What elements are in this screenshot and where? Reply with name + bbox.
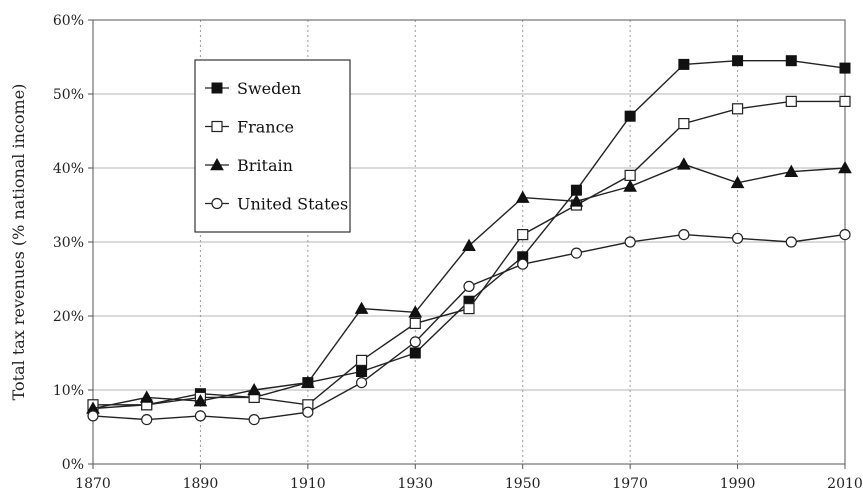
- data-point-united-states: [463, 280, 475, 292]
- data-point-united-states: [194, 410, 207, 422]
- data-point-sweden: [678, 58, 690, 70]
- y-axis-ticks: 0% 10% 20% 30% 40% 50% 60%: [53, 13, 93, 473]
- data-point-france: [463, 303, 475, 315]
- data-point-sweden: [785, 55, 797, 67]
- data-point-france: [517, 229, 529, 241]
- legend-label: United States: [237, 195, 348, 214]
- x-tick-label: 1910: [290, 476, 326, 492]
- legend-swatch-marker: [210, 157, 224, 171]
- legend-item-united-states: United States: [205, 195, 348, 214]
- data-point-sweden: [732, 55, 744, 67]
- x-axis-ticks: 1870 1890 1910 1930 1950 1970 1990 2010: [75, 464, 863, 492]
- x-tick-label: 1870: [75, 476, 111, 492]
- x-tick-label: 2010: [827, 476, 863, 492]
- y-tick-label: 40%: [53, 161, 84, 177]
- data-point-france: [731, 103, 744, 115]
- data-point-united-states: [302, 406, 314, 418]
- data-point-britain: [838, 160, 852, 174]
- data-point-britain: [515, 190, 530, 203]
- data-point-united-states: [87, 410, 99, 422]
- data-point-sweden: [570, 184, 582, 196]
- y-tick-label: 20%: [53, 309, 84, 325]
- x-tick-label: 1970: [612, 476, 648, 492]
- data-point-britain: [247, 382, 261, 396]
- legend-label: France: [237, 118, 294, 137]
- data-point-sweden: [839, 62, 851, 74]
- data-point-france: [839, 95, 851, 108]
- data-point-sweden: [409, 347, 421, 359]
- data-point-britain: [623, 179, 637, 192]
- series-britain: [86, 157, 852, 414]
- y-axis-label: Total tax revenues (% national income): [9, 84, 28, 401]
- data-point-france: [355, 354, 368, 366]
- y-tick-label: 60%: [53, 13, 84, 29]
- x-tick-label: 1990: [720, 476, 756, 492]
- data-point-britain: [784, 164, 799, 177]
- series-united-states: [87, 229, 851, 426]
- x-tick-label: 1890: [183, 476, 219, 492]
- series-layer: [86, 55, 852, 426]
- legend-item-sweden: Sweden: [205, 79, 301, 98]
- legend-label: Britain: [237, 156, 293, 175]
- y-tick-label: 0%: [62, 457, 84, 473]
- legend-label: Sweden: [237, 79, 301, 98]
- data-point-united-states: [248, 414, 260, 426]
- data-point-united-states: [517, 258, 529, 270]
- data-point-britain: [730, 175, 745, 189]
- data-point-britain: [569, 194, 584, 207]
- data-point-britain: [462, 238, 476, 251]
- legend-swatch-marker: [211, 120, 223, 133]
- data-point-united-states: [785, 236, 797, 248]
- y-tick-label: 10%: [53, 383, 84, 399]
- x-tick-label: 1950: [505, 476, 541, 492]
- data-point-france: [624, 169, 636, 181]
- data-point-sweden: [624, 110, 636, 122]
- data-point-france: [678, 117, 690, 130]
- legend-item-britain: Britain: [205, 156, 293, 175]
- data-point-united-states: [678, 229, 690, 241]
- legend-swatch-marker: [211, 197, 223, 210]
- legend-swatch-marker: [211, 82, 223, 94]
- legend-item-france: France: [205, 118, 294, 137]
- data-point-britain: [408, 305, 423, 318]
- data-point-france: [785, 95, 797, 108]
- data-point-united-states: [570, 247, 583, 259]
- data-point-france: [409, 317, 421, 329]
- y-tick-label: 30%: [53, 235, 84, 251]
- data-point-britain: [354, 301, 369, 314]
- data-point-united-states: [141, 414, 153, 426]
- data-point-britain: [301, 375, 315, 388]
- y-tick-label: 50%: [53, 87, 84, 103]
- data-point-britain: [193, 394, 208, 407]
- data-point-united-states: [731, 232, 744, 244]
- data-point-united-states: [355, 377, 368, 389]
- data-point-united-states: [409, 336, 421, 348]
- data-point-britain: [677, 157, 691, 170]
- data-point-sweden: [356, 366, 368, 377]
- data-point-britain: [139, 390, 154, 403]
- x-tick-label: 1930: [397, 476, 433, 492]
- data-point-united-states: [624, 236, 636, 248]
- data-point-united-states: [839, 229, 851, 241]
- legend: Sweden France Britain United States: [194, 59, 351, 233]
